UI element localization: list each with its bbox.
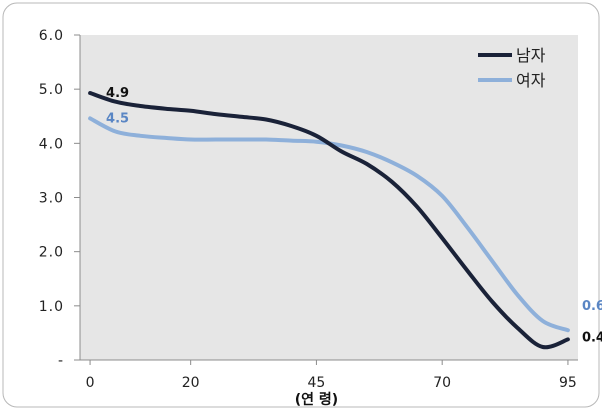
legend-label: 남자: [516, 46, 546, 65]
legend-label: 여자: [516, 71, 546, 90]
y-tick-label: 6.0: [39, 28, 64, 44]
data-label-layer: 4.9 0.4 4.5 0.6: [106, 86, 602, 345]
x-tick-label: 20: [182, 375, 200, 391]
y-axis: - 1.0 2.0 3.0 4.0 5.0 6.0: [39, 28, 81, 369]
series-line-male: [88, 91, 570, 350]
x-axis: 0 20 45 70 95: [80, 359, 578, 391]
x-tick-label: 0: [86, 375, 95, 391]
data-label-start: 4.5: [106, 111, 129, 126]
y-tick-label: 5.0: [39, 82, 64, 98]
data-label-start: 4.9: [106, 86, 129, 101]
data-label-end: 0.6: [582, 299, 602, 314]
x-tick-label: 45: [308, 375, 326, 391]
x-tick-label: 95: [559, 375, 577, 391]
y-tick-label: -: [58, 353, 64, 369]
x-axis-title: (연 령): [295, 392, 338, 408]
series-layer: [88, 91, 570, 350]
y-tick-label: 2.0: [39, 245, 64, 261]
y-tick-label: 3.0: [39, 191, 64, 207]
y-tick-label: 1.0: [39, 299, 64, 315]
x-tick-label: 70: [433, 375, 451, 391]
data-label-end: 0.4: [582, 330, 602, 345]
y-tick-label: 4.0: [39, 136, 64, 152]
